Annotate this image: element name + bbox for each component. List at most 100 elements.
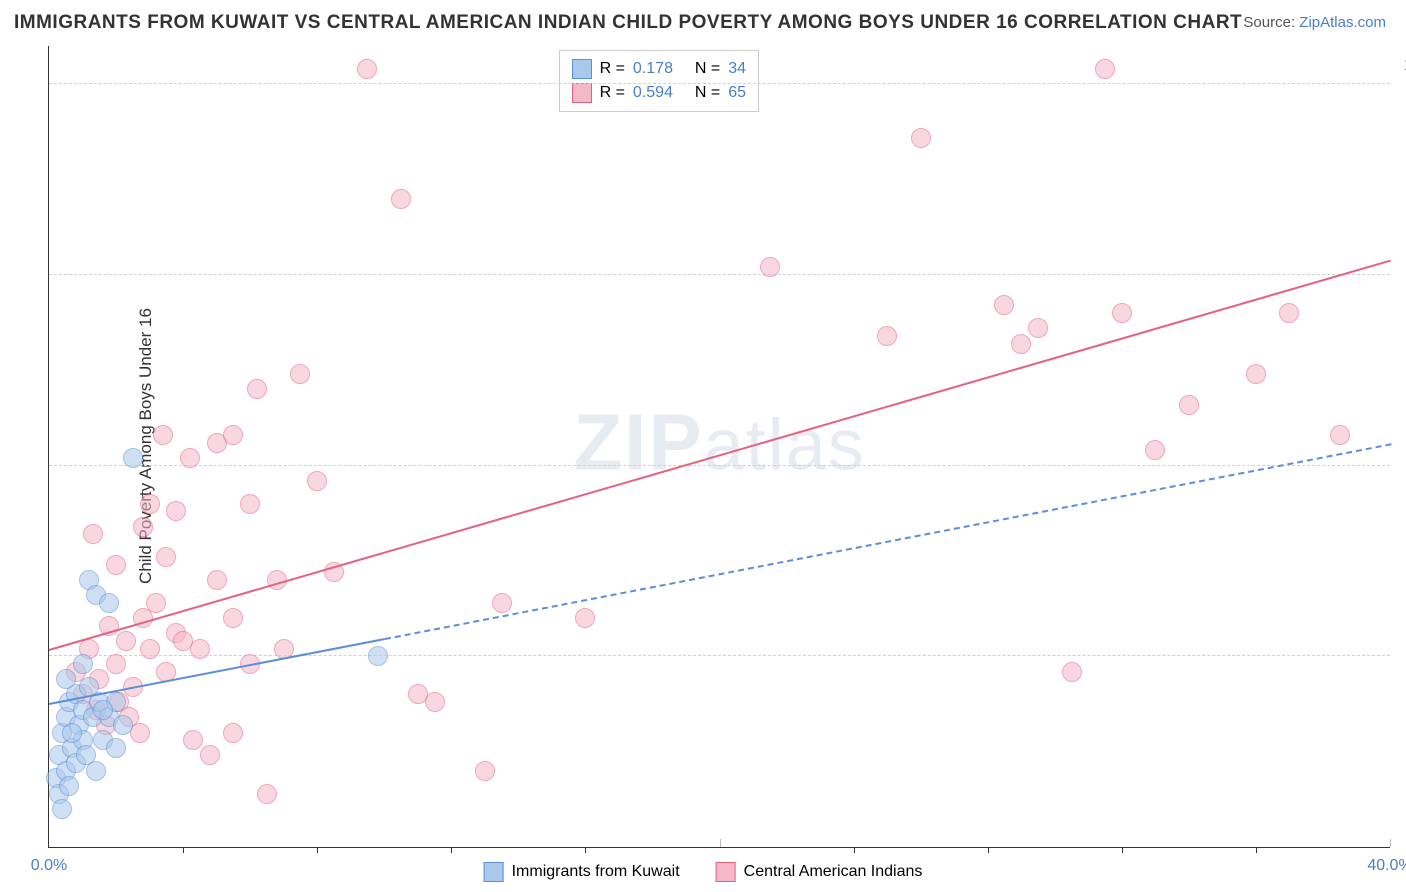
legend-n-label: N = xyxy=(695,81,720,105)
watermark-bold: ZIP xyxy=(573,397,703,486)
scatter-point xyxy=(183,730,203,750)
scatter-point xyxy=(760,257,780,277)
gridline-h xyxy=(49,465,1390,466)
scatter-point xyxy=(247,379,267,399)
scatter-point xyxy=(425,692,445,712)
scatter-point xyxy=(290,364,310,384)
legend-r-label: R = xyxy=(600,57,625,81)
legend-swatch xyxy=(716,862,736,882)
x-minor-tick xyxy=(317,847,318,853)
scatter-point xyxy=(106,654,126,674)
scatter-point xyxy=(56,669,76,689)
scatter-point xyxy=(83,524,103,544)
y-tick-label: 25.0% xyxy=(1398,629,1406,647)
legend-stats-row: R = 0.178 N = 34 xyxy=(572,57,746,81)
scatter-point xyxy=(73,654,93,674)
gridline-h xyxy=(49,83,1390,84)
scatter-point xyxy=(223,723,243,743)
legend-r-value: 0.178 xyxy=(633,57,687,81)
scatter-point xyxy=(140,639,160,659)
scatter-point xyxy=(475,761,495,781)
x-minor-tick xyxy=(1122,847,1123,853)
plot-region: ZIPatlas R =0.178N =34R =0.594N =65 25.0… xyxy=(48,46,1390,848)
scatter-point xyxy=(52,799,72,819)
scatter-point xyxy=(1062,662,1082,682)
scatter-point xyxy=(140,494,160,514)
scatter-point xyxy=(257,784,277,804)
legend-bottom-label: Immigrants from Kuwait xyxy=(512,863,680,881)
scatter-point xyxy=(877,326,897,346)
scatter-point xyxy=(59,776,79,796)
legend-swatch xyxy=(572,83,592,103)
chart-title: IMMIGRANTS FROM KUWAIT VS CENTRAL AMERIC… xyxy=(14,12,1242,34)
scatter-point xyxy=(1095,59,1115,79)
x-minor-tick xyxy=(585,847,586,853)
scatter-point xyxy=(153,425,173,445)
scatter-point xyxy=(86,761,106,781)
scatter-point xyxy=(200,745,220,765)
x-tick-label: 0.0% xyxy=(31,857,67,875)
scatter-point xyxy=(166,501,186,521)
scatter-point xyxy=(123,448,143,468)
scatter-point xyxy=(146,593,166,613)
source-link[interactable]: ZipAtlas.com xyxy=(1299,14,1386,31)
chart-area: ZIPatlas R =0.178N =34R =0.594N =65 25.0… xyxy=(48,46,1390,848)
scatter-point xyxy=(391,189,411,209)
x-minor-tick xyxy=(183,847,184,853)
y-tick-label: 100.0% xyxy=(1398,57,1406,75)
legend-swatch xyxy=(572,59,592,79)
x-minor-tick xyxy=(451,847,452,853)
x-minor-tick xyxy=(988,847,989,853)
scatter-point xyxy=(156,547,176,567)
scatter-point xyxy=(994,295,1014,315)
scatter-point xyxy=(1028,318,1048,338)
scatter-point xyxy=(1011,334,1031,354)
scatter-point xyxy=(223,608,243,628)
legend-bottom-label: Central American Indians xyxy=(744,863,923,881)
legend-bottom-item: Immigrants from Kuwait xyxy=(484,862,680,882)
scatter-point xyxy=(1112,303,1132,323)
legend-bottom-item: Central American Indians xyxy=(716,862,923,882)
watermark-rest: atlas xyxy=(704,405,866,485)
scatter-point xyxy=(106,738,126,758)
scatter-point xyxy=(1279,303,1299,323)
scatter-point xyxy=(1330,425,1350,445)
scatter-point xyxy=(1179,395,1199,415)
scatter-point xyxy=(207,570,227,590)
scatter-point xyxy=(1246,364,1266,384)
gridline-v xyxy=(720,839,721,847)
scatter-point xyxy=(113,715,133,735)
legend-stats-row: R = 0.594 N = 65 xyxy=(572,81,746,105)
gridline-v xyxy=(1390,839,1391,847)
scatter-point xyxy=(1145,440,1165,460)
legend-n-value: 65 xyxy=(728,81,746,105)
scatter-point xyxy=(106,555,126,575)
scatter-point xyxy=(116,631,136,651)
scatter-point xyxy=(240,494,260,514)
legend-r-value: 0.594 xyxy=(633,81,687,105)
x-minor-tick xyxy=(854,847,855,853)
gridline-h xyxy=(49,274,1390,275)
scatter-point xyxy=(357,59,377,79)
scatter-point xyxy=(99,593,119,613)
scatter-point xyxy=(911,128,931,148)
y-tick-label: 50.0% xyxy=(1398,439,1406,457)
legend-n-value: 34 xyxy=(728,57,746,81)
legend-r-label: R = xyxy=(600,81,625,105)
scatter-point xyxy=(190,639,210,659)
legend-stats-box: R = 0.178 N = 34 R = 0.594 N = 65 xyxy=(559,50,759,112)
source-attribution: Source: ZipAtlas.com xyxy=(1243,14,1386,31)
scatter-point xyxy=(62,723,82,743)
legend-bottom: Immigrants from Kuwait Central American I… xyxy=(484,862,923,882)
scatter-point xyxy=(223,425,243,445)
source-prefix: Source: xyxy=(1243,14,1299,31)
trendline xyxy=(49,260,1392,651)
scatter-point xyxy=(93,700,113,720)
legend-n-label: N = xyxy=(695,57,720,81)
x-minor-tick xyxy=(1256,847,1257,853)
legend-swatch xyxy=(484,862,504,882)
scatter-point xyxy=(307,471,327,491)
y-tick-label: 75.0% xyxy=(1398,248,1406,266)
scatter-point xyxy=(133,517,153,537)
watermark: ZIPatlas xyxy=(573,396,866,488)
